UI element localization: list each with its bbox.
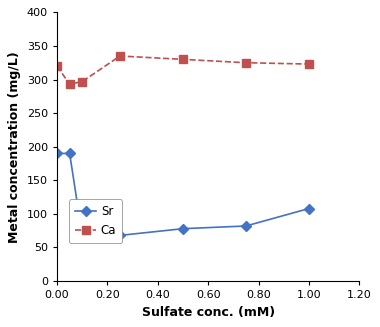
Line: Sr: Sr [54, 150, 312, 239]
Ca [80, 79, 84, 83]
X-axis label: Sulfate conc. (mM): Sulfate conc. (mM) [142, 306, 275, 319]
Ca [307, 62, 311, 66]
Sr [67, 151, 72, 155]
Line: Ca: Ca [53, 52, 313, 88]
Y-axis label: Metal concentration (mg/L): Metal concentration (mg/L) [8, 51, 21, 243]
Ca [67, 82, 72, 86]
Sr [80, 233, 84, 237]
Ca [55, 64, 59, 68]
Sr [55, 151, 59, 155]
Sr [181, 227, 185, 231]
Ca [118, 54, 122, 58]
Sr [244, 224, 248, 228]
Sr [307, 207, 311, 211]
Ca [244, 61, 248, 65]
Sr [118, 233, 122, 237]
Ca [181, 58, 185, 61]
Legend: Sr, Ca: Sr, Ca [69, 199, 122, 243]
